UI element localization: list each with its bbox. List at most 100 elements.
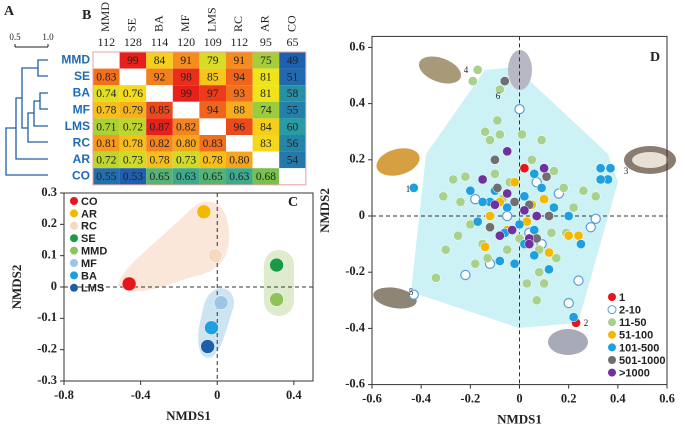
- point: [526, 154, 537, 165]
- point: [455, 197, 466, 207]
- row-label: BA: [73, 86, 91, 100]
- point: [509, 197, 520, 207]
- column-count: 109: [204, 35, 222, 49]
- point: [539, 163, 549, 174]
- legend-label: MF: [81, 258, 97, 270]
- point: [558, 183, 569, 193]
- cell-value: 0.63: [176, 171, 196, 183]
- point: [605, 163, 616, 174]
- cell-value: 94: [234, 72, 246, 84]
- legend-marker: [70, 246, 78, 255]
- legend-label: SE: [81, 233, 96, 245]
- point: [453, 230, 463, 241]
- heat-cell: [146, 168, 173, 185]
- legend-label: >1000: [619, 368, 650, 380]
- panel-label: B: [82, 8, 91, 23]
- point: [509, 177, 520, 188]
- legend-marker: [70, 197, 78, 205]
- heat-cell: [146, 68, 173, 86]
- point: [408, 183, 419, 193]
- point: [494, 256, 505, 266]
- x-tick-label: -0.2: [460, 391, 480, 405]
- x-axis-label: NMDS1: [166, 408, 211, 423]
- butterfly-images: [373, 50, 676, 355]
- cell-value: 49: [287, 55, 299, 67]
- heat-cell-empty: [279, 168, 306, 185]
- cell-value: 0.65: [203, 171, 223, 183]
- y-tick-label: -0.2: [37, 342, 57, 356]
- cell-value: 0.85: [149, 105, 169, 117]
- cell-value: 51: [287, 72, 299, 84]
- point: [519, 191, 530, 202]
- point: [485, 222, 495, 233]
- cell-value: 0.78: [203, 155, 223, 167]
- heat-cell: [279, 85, 306, 102]
- legend-marker: [70, 283, 78, 292]
- heat-frame: [92, 51, 307, 186]
- heat-cell: [172, 85, 200, 102]
- point: [204, 320, 219, 335]
- cell-value: 0.73: [123, 155, 143, 167]
- heat-cell-empty: [119, 68, 147, 86]
- point: [578, 185, 589, 196]
- cell-value: 84: [154, 55, 166, 67]
- point: [502, 202, 513, 213]
- point: [465, 185, 476, 196]
- cell-value: 0.87: [149, 121, 169, 133]
- heat-cell: [119, 52, 147, 69]
- column-label: AR: [258, 15, 272, 32]
- point: [595, 174, 606, 185]
- heat-cell: [119, 151, 147, 169]
- point: [585, 222, 596, 233]
- heat-cell: [279, 151, 306, 169]
- y-axis-label: NMDS2: [9, 265, 24, 310]
- cell-value: 0.80: [229, 155, 249, 167]
- legend-marker: [70, 209, 78, 218]
- heat-cell: [93, 168, 120, 185]
- cell-value: 97: [207, 88, 219, 100]
- point: [544, 264, 554, 275]
- cell-value: 81: [260, 72, 272, 84]
- cell-value: 83: [260, 138, 272, 150]
- cell-value: 58: [287, 88, 299, 100]
- heat-cell: [119, 135, 147, 152]
- cell-value: 60: [287, 121, 299, 133]
- point: [502, 188, 513, 199]
- cell-value: 94: [207, 105, 219, 117]
- cell-value: 74: [260, 105, 272, 117]
- heat-cell: [279, 135, 306, 152]
- point: [544, 211, 554, 221]
- column-count: 112: [98, 35, 116, 49]
- cell-value: 0.82: [149, 138, 169, 150]
- annotation: 2: [584, 318, 589, 328]
- scale-label: 1.0: [42, 32, 54, 42]
- heat-cell-empty: [226, 135, 253, 152]
- y-axis-label: NMDS2: [317, 188, 332, 233]
- legend-label: 51-100: [619, 330, 653, 342]
- column-count: 128: [124, 35, 142, 49]
- point: [480, 242, 490, 252]
- point: [517, 129, 527, 140]
- cell-value: 55: [287, 105, 299, 117]
- cell-value: 0.78: [96, 105, 116, 117]
- legend-marker: [608, 318, 616, 327]
- point: [534, 267, 545, 278]
- x-tick-label: 0.4: [286, 388, 302, 402]
- heat-cell: [226, 151, 253, 169]
- legend-label: MMD: [81, 246, 107, 258]
- heat-cell: [226, 52, 253, 69]
- column-label: MF: [178, 14, 192, 32]
- row-label: CO: [72, 169, 90, 183]
- point: [502, 146, 513, 157]
- point: [490, 199, 500, 210]
- cell-value: 0.72: [123, 121, 143, 133]
- heat-cell: [93, 118, 120, 135]
- point: [573, 230, 584, 241]
- heat-cell-empty: [252, 151, 280, 169]
- column-label: RC: [231, 16, 245, 32]
- point: [470, 258, 481, 269]
- point: [460, 171, 471, 182]
- heat-cell: [279, 68, 306, 86]
- cell-value: 0.55: [96, 171, 116, 183]
